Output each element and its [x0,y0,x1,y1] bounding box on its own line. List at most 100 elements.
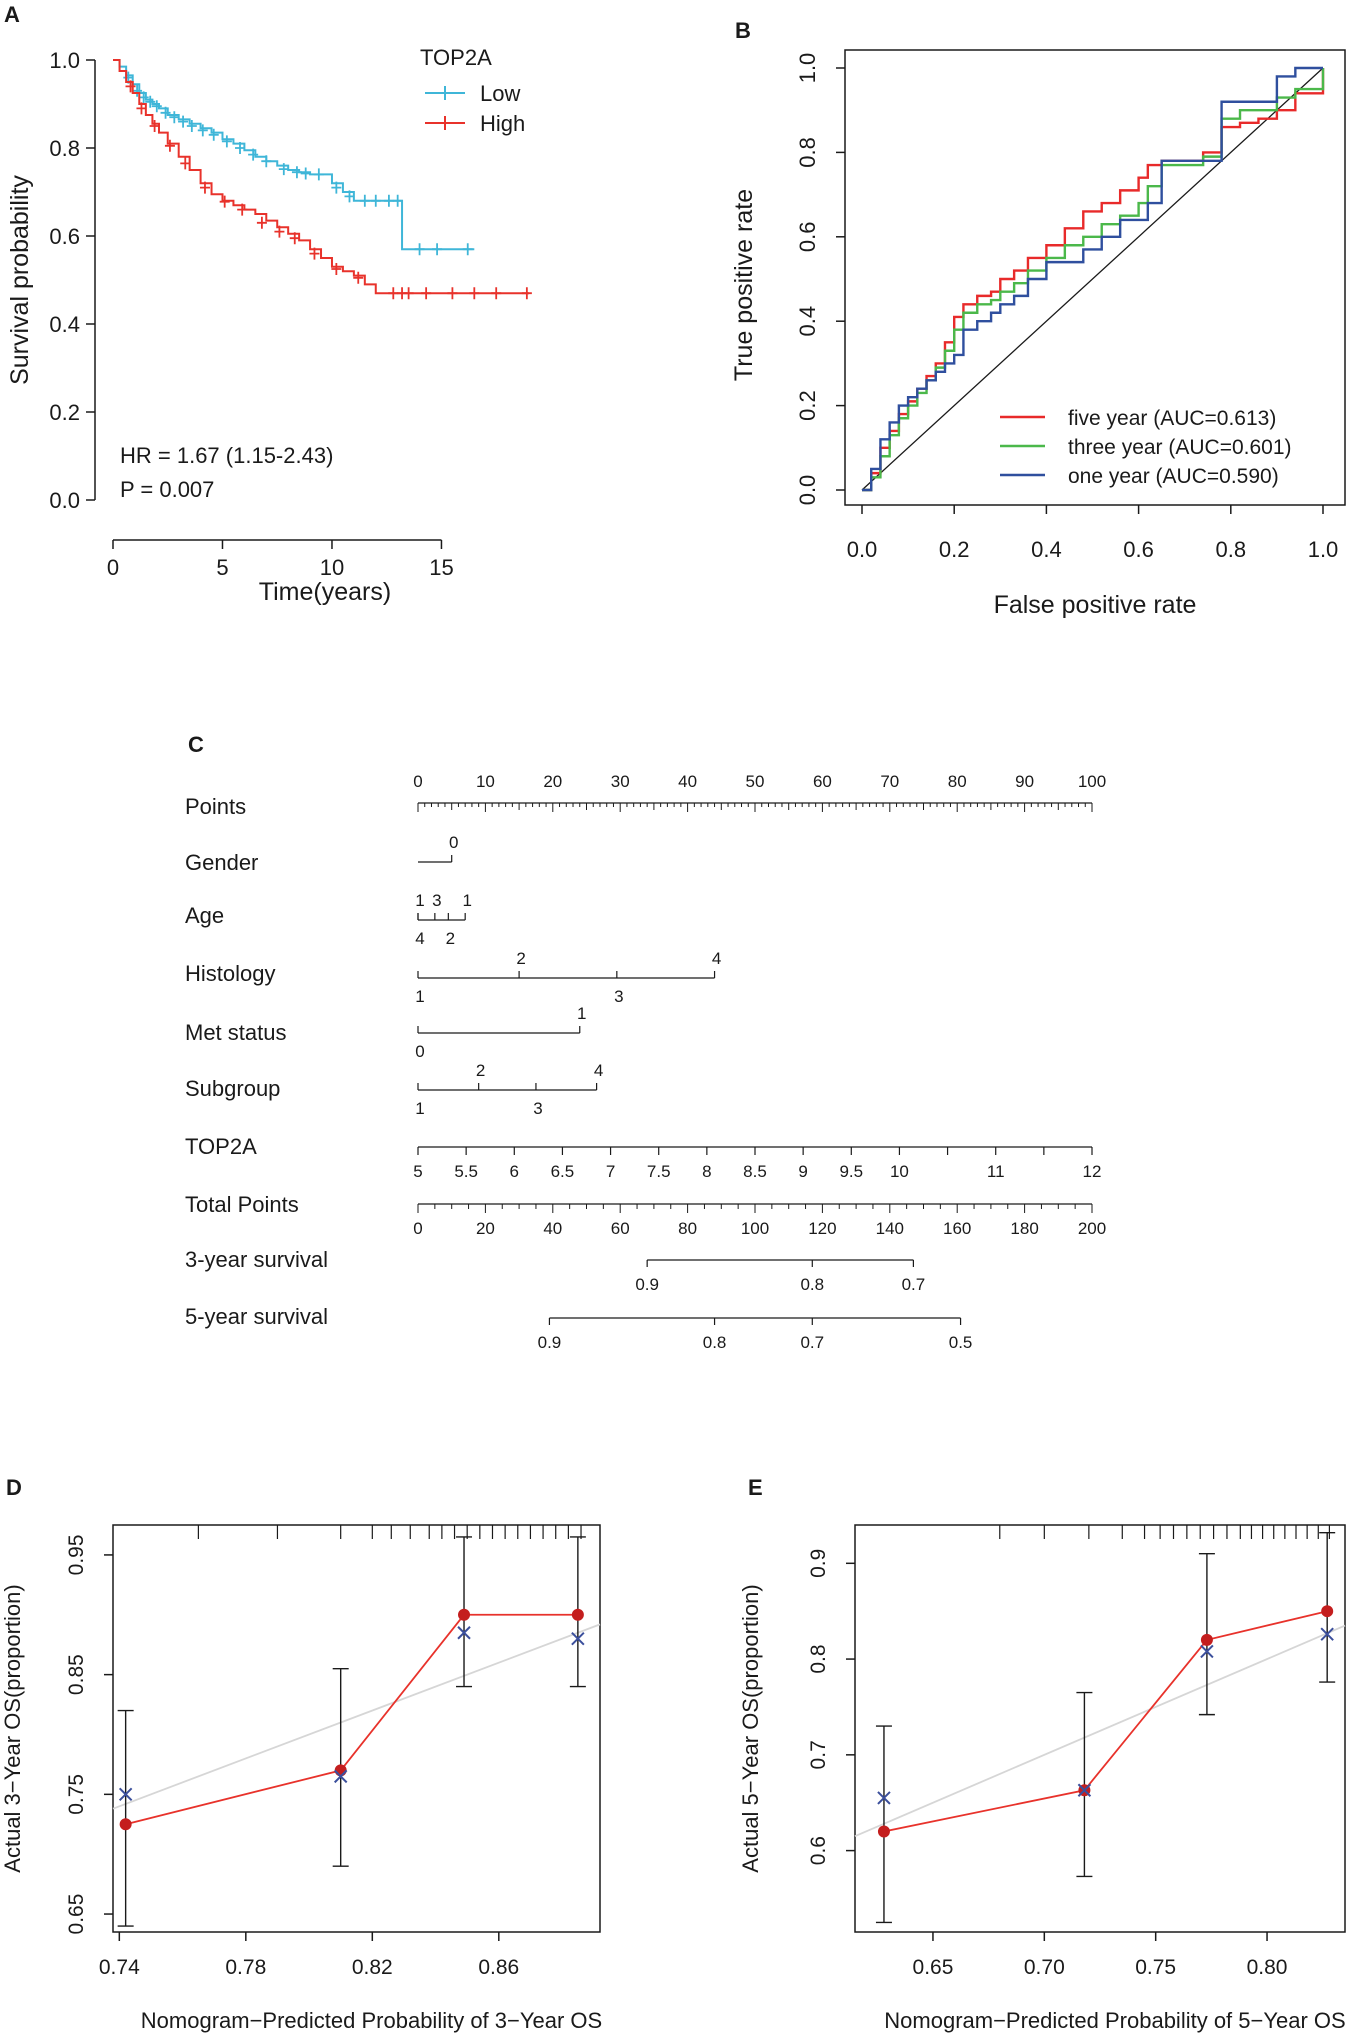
top2a-tick-label: 8 [702,1162,711,1181]
covariate-level-label: 2 [446,929,455,948]
y-tick-label: 1.0 [49,48,80,73]
covariate-level-label: 1 [415,891,424,910]
top2a-tick-label: 12 [1083,1162,1102,1181]
censor-mark [261,155,272,168]
legend-title: TOP2A [420,45,492,70]
panel-a-kaplan-meier: 0.0 0.2 0.4 0.6 0.8 1.0 0 5 10 15 Time(years) Survi… [6,45,532,606]
ideal-line [854,1624,1346,1838]
censor-mark [414,243,425,256]
observed-point [571,1608,584,1621]
total-points-tick-label: 200 [1078,1219,1106,1238]
censor-mark [359,194,370,207]
survival-curve-low [113,59,475,251]
censor-mark [138,91,149,104]
p-value-text: P = 0.007 [120,477,214,502]
covariate-level-label: 4 [594,1061,603,1080]
legend-label-five: five year (AUC=0.613) [1068,407,1276,430]
censor-mark [313,168,324,181]
nomogram-row-label: Total Points [185,1192,299,1217]
y-tick-label: 0.2 [795,390,820,421]
top2a-tick-label: 8.5 [743,1162,767,1181]
censor-mark [145,95,156,108]
censor-mark [186,120,197,132]
bias-corrected-marker [457,1626,471,1640]
total-points-tick-label: 160 [943,1219,971,1238]
censor-mark [278,163,289,176]
x-axis-title: Nomogram−Predicted Probability of 5−Year… [884,2008,1345,2033]
covariate-level-label: 4 [712,949,721,968]
top2a-tick-label: 9 [798,1162,807,1181]
y-tick-label: 1.0 [795,53,820,84]
nomogram-row-label: Age [185,903,224,928]
legend-label-three: three year (AUC=0.601) [1068,436,1292,459]
censor-mark [289,232,300,245]
observed-point [877,1825,890,1838]
covariate-level-label: 3 [432,891,441,910]
panel-label-b: B [735,18,751,43]
top2a-tick-label: 5.5 [454,1162,478,1181]
censor-mark [353,271,364,284]
censor-mark [491,287,502,300]
censor-mark [160,106,171,119]
covariate-level-label: 2 [476,1061,485,1080]
y-tick-label: 0.4 [49,312,80,337]
covariate-level-label: 0 [449,833,458,852]
censor-mark [256,216,267,229]
y-tick-label: 0.6 [795,222,820,253]
x-axis-title: Nomogram−Predicted Probability of 3−Year… [141,2008,602,2033]
censor-mark [469,287,480,300]
nomogram-row-label: Points [185,794,246,819]
censor-mark [199,181,210,194]
x-tick-label: 0.82 [352,1956,393,1979]
bias-corrected-marker [333,1769,348,1784]
panel-d-calibration-3yr: 0.65 0.75 0.85 0.95 0.74 0.78 0.82 0.86 Nomogram… [0,1524,602,2033]
x-axis-title: Time(years) [259,578,391,606]
panel-label-a: A [4,2,20,27]
total-points-tick-label: 20 [476,1219,495,1238]
censor-mark [447,287,458,300]
bias-corrected-marker [571,1632,585,1646]
top2a-tick-label: 6.5 [551,1162,575,1181]
y-tick-label: 0.8 [795,137,820,168]
x-tick-label: 0.6 [1123,537,1154,562]
nomogram-row-label: Met status [185,1020,286,1045]
x-tick-label: 0.74 [99,1956,140,1979]
roc-curve-one [862,66,1323,492]
covariate-level-label: 1 [462,891,471,910]
x-tick-label: 0.80 [1247,1956,1288,1979]
censor-mark [309,247,320,260]
y-axis-title: Actual 5−Year OS(proportion) [738,1584,763,1872]
legend-label-low: Low [480,81,520,106]
x-tick-label: 0.4 [1031,537,1062,562]
covariate-level-label: 2 [516,949,525,968]
observed-point [458,1608,471,1621]
points-tick-label: 60 [813,772,832,791]
survival-tick-label: 0.8 [800,1275,824,1294]
total-points-tick-label: 0 [413,1219,422,1238]
points-tick-label: 90 [1015,772,1034,791]
covariate-level-label: 3 [614,987,623,1006]
nomogram-row-label: Subgroup [185,1076,280,1101]
nomogram-row-label: Gender [185,850,258,875]
points-tick-label: 40 [678,772,697,791]
covariate-level-label: 1 [577,1004,586,1023]
observed-point [1200,1633,1213,1646]
bias-corrected-marker [877,1791,891,1805]
nomogram-row-label: TOP2A [185,1134,257,1159]
observed-line [883,1610,1328,1833]
survival-tick-label: 0.9 [538,1333,562,1352]
top2a-tick-label: 11 [987,1162,1005,1181]
y-axis-title: Survival probability [6,175,34,385]
nomogram-row-label: Histology [185,961,275,986]
total-points-tick-label: 100 [741,1219,769,1238]
bias-corrected-marker [1320,1627,1334,1641]
censor-mark [388,287,399,300]
y-tick-label: 0.9 [807,1549,830,1578]
nomogram-row-label: 5-year survival [185,1304,328,1329]
observed-point [119,1818,132,1831]
panel-label-d: D [6,1475,22,1500]
y-tick-label: 0.2 [49,400,80,425]
x-tick-label: 0.78 [225,1956,266,1979]
survival-tick-label: 0.7 [800,1333,824,1352]
